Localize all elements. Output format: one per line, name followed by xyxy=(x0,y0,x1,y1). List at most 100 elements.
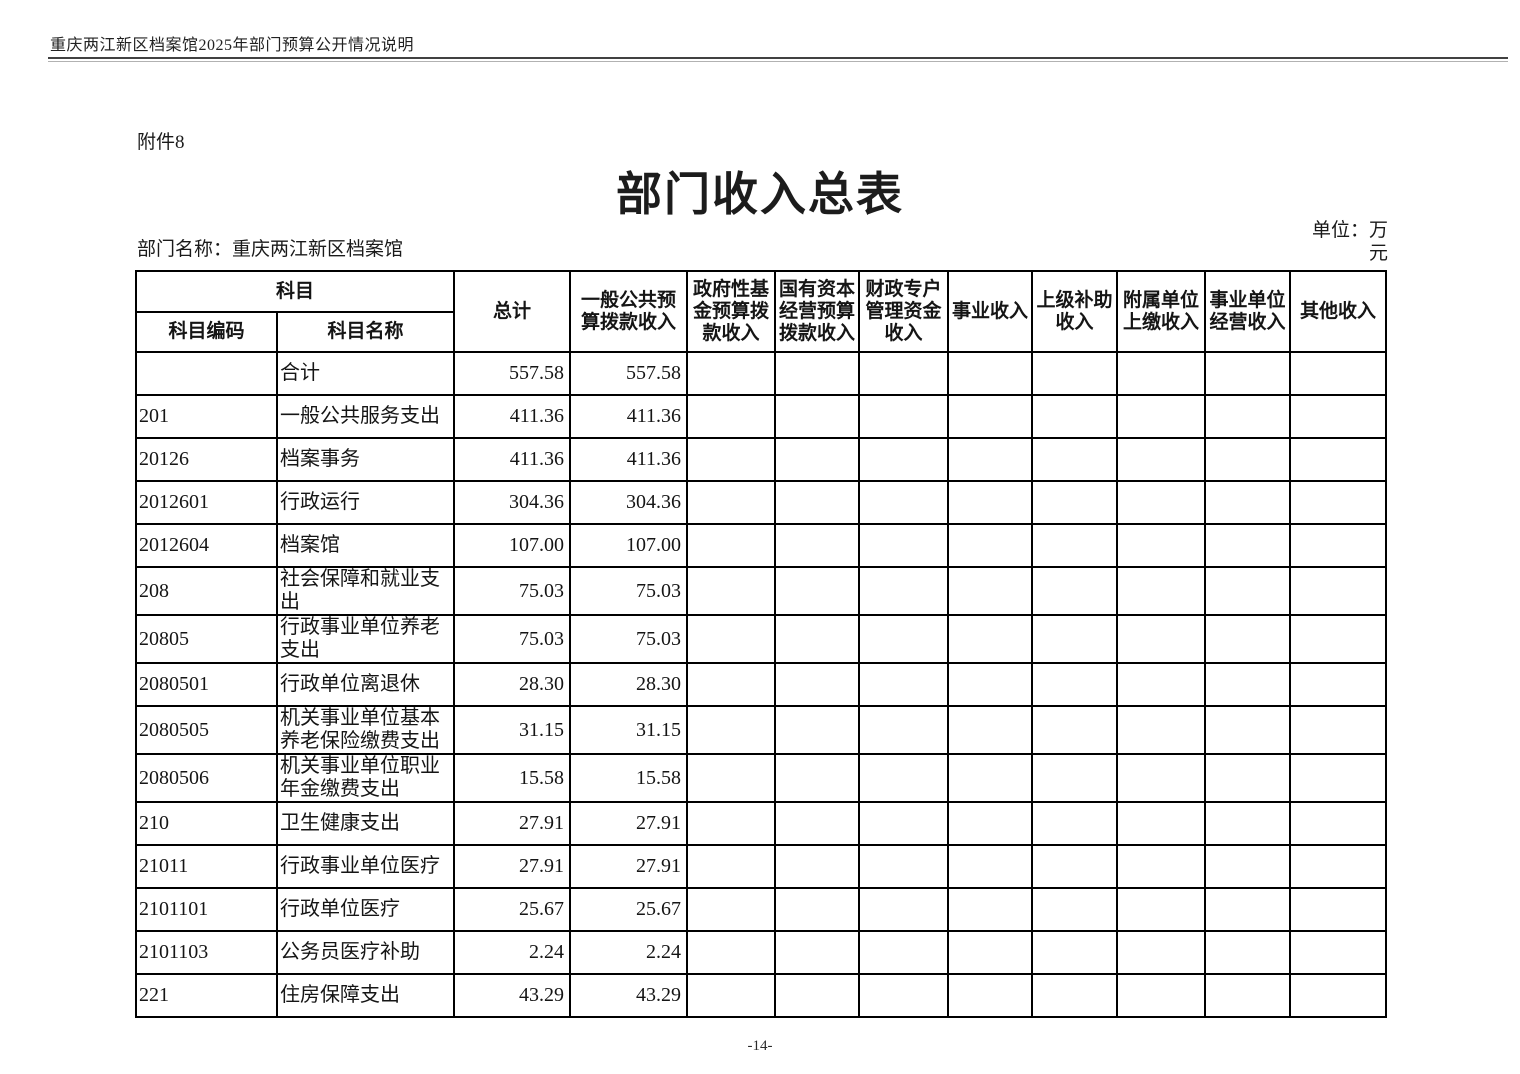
value-cell xyxy=(774,523,861,568)
value-cell xyxy=(686,930,777,975)
header-total: 总计 xyxy=(453,270,572,353)
header-rule xyxy=(48,57,1508,63)
subject-name-cell: 行政事业单位医疗 xyxy=(275,844,456,889)
value-cell: 2.24 xyxy=(453,930,572,975)
value-cell: 31.15 xyxy=(569,705,689,755)
value-cell xyxy=(1289,844,1388,889)
header-fiscal-special-account: 财政专户管理资金收入 xyxy=(858,270,950,353)
header-subject-code: 科目编码 xyxy=(135,311,278,353)
value-cell: 75.03 xyxy=(569,566,689,616)
value-cell: 25.67 xyxy=(569,887,689,932)
value-cell xyxy=(947,394,1034,439)
value-cell xyxy=(1116,801,1207,846)
table-row: 201 一般公共服务支出 411.36 411.36 xyxy=(135,394,1388,439)
value-cell xyxy=(1031,480,1119,525)
value-cell: 411.36 xyxy=(569,394,689,439)
subject-name-cell: 行政运行 xyxy=(275,480,456,525)
value-cell: 411.36 xyxy=(569,437,689,482)
value-cell xyxy=(1031,566,1119,616)
value-cell xyxy=(686,480,777,525)
department-name-label: 部门名称：重庆两江新区档案馆 xyxy=(137,239,404,260)
table-row: 21011 行政事业单位医疗 27.91 27.91 xyxy=(135,844,1388,889)
value-cell xyxy=(947,351,1034,396)
value-cell xyxy=(1031,973,1119,1018)
header-government-fund-budget: 政府性基金预算拨款收入 xyxy=(686,270,777,353)
value-cell xyxy=(774,930,861,975)
value-cell: 31.15 xyxy=(453,705,572,755)
value-cell xyxy=(1204,614,1292,664)
value-cell xyxy=(1204,351,1292,396)
value-cell xyxy=(1204,705,1292,755)
value-cell: 27.91 xyxy=(569,801,689,846)
value-cell xyxy=(1116,351,1207,396)
value-cell xyxy=(1031,394,1119,439)
value-cell: 27.91 xyxy=(453,844,572,889)
value-cell xyxy=(1204,662,1292,707)
subject-code-cell: 210 xyxy=(135,801,278,846)
value-cell xyxy=(858,801,950,846)
value-cell xyxy=(686,753,777,803)
value-cell xyxy=(1289,614,1388,664)
value-cell xyxy=(1204,887,1292,932)
table-row: 20126 档案事务 411.36 411.36 xyxy=(135,437,1388,482)
header-affiliated-unit-payment: 附属单位上缴收入 xyxy=(1116,270,1207,353)
value-cell: 411.36 xyxy=(453,437,572,482)
value-cell xyxy=(774,437,861,482)
value-cell xyxy=(1116,973,1207,1018)
value-cell xyxy=(774,480,861,525)
value-cell xyxy=(1031,801,1119,846)
value-cell xyxy=(947,844,1034,889)
header-business-income: 事业收入 xyxy=(947,270,1034,353)
value-cell xyxy=(1116,705,1207,755)
value-cell xyxy=(1116,844,1207,889)
value-cell xyxy=(686,523,777,568)
value-cell xyxy=(858,394,950,439)
subject-name-cell: 一般公共服务支出 xyxy=(275,394,456,439)
value-cell xyxy=(1031,705,1119,755)
value-cell xyxy=(858,523,950,568)
value-cell: 411.36 xyxy=(453,394,572,439)
value-cell xyxy=(947,887,1034,932)
value-cell xyxy=(858,973,950,1018)
table-body: 合计 557.58 557.58 201 一般公共服务支出 411.36 411.36 201… xyxy=(135,351,1388,1018)
value-cell xyxy=(1031,753,1119,803)
subject-code-cell xyxy=(135,351,278,396)
value-cell xyxy=(686,973,777,1018)
value-cell: 43.29 xyxy=(569,973,689,1018)
value-cell: 75.03 xyxy=(453,566,572,616)
value-cell xyxy=(1031,351,1119,396)
table-row: 2101101 行政单位医疗 25.67 25.67 xyxy=(135,887,1388,932)
subject-name-cell: 机关事业单位基本养老保险缴费支出 xyxy=(275,705,456,755)
value-cell xyxy=(686,705,777,755)
value-cell xyxy=(858,437,950,482)
income-summary-table: 科目 总计 一般公共预算拨款收入 政府性基金预算拨款收入 国有资本经营预算拨款收… xyxy=(134,270,1388,1018)
value-cell: 2.24 xyxy=(569,930,689,975)
subject-code-cell: 20126 xyxy=(135,437,278,482)
header-other-income: 其他收入 xyxy=(1289,270,1388,353)
subject-name-cell: 机关事业单位职业年金缴费支出 xyxy=(275,753,456,803)
value-cell xyxy=(686,437,777,482)
subject-name-cell: 公务员医疗补助 xyxy=(275,930,456,975)
value-cell xyxy=(858,705,950,755)
table-row: 2012604 档案馆 107.00 107.00 xyxy=(135,523,1388,568)
table-row: 2012601 行政运行 304.36 304.36 xyxy=(135,480,1388,525)
subject-code-cell: 2080505 xyxy=(135,705,278,755)
unit-label: 单位：万元 xyxy=(1311,220,1388,264)
value-cell xyxy=(1116,887,1207,932)
subject-code-cell: 2080506 xyxy=(135,753,278,803)
value-cell: 557.58 xyxy=(453,351,572,396)
value-cell: 107.00 xyxy=(453,523,572,568)
value-cell: 75.03 xyxy=(569,614,689,664)
value-cell xyxy=(1204,523,1292,568)
value-cell xyxy=(1289,973,1388,1018)
subject-name-cell: 行政单位医疗 xyxy=(275,887,456,932)
value-cell xyxy=(1116,930,1207,975)
page-number: -14- xyxy=(747,1038,773,1054)
table-row: 2101103 公务员医疗补助 2.24 2.24 xyxy=(135,930,1388,975)
header-subject-group: 科目 xyxy=(134,270,456,313)
value-cell xyxy=(1116,437,1207,482)
table-row: 合计 557.58 557.58 xyxy=(135,351,1388,396)
table-row: 221 住房保障支出 43.29 43.29 xyxy=(135,973,1388,1018)
value-cell xyxy=(774,753,861,803)
value-cell xyxy=(947,753,1034,803)
